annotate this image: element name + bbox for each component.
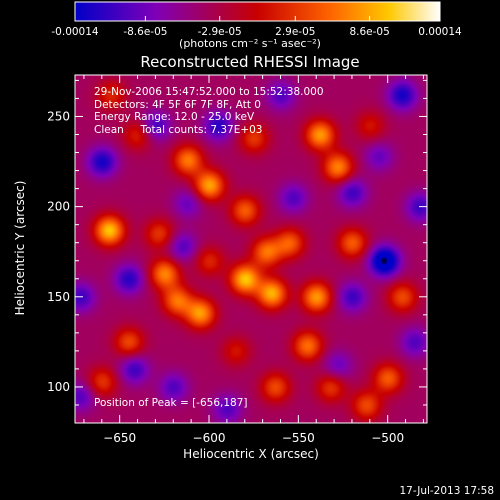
colorbar-tick-label: 2.9e-05 (275, 26, 315, 38)
colorbar-gradient (74, 1, 441, 22)
colorbar-tick-label: -8.6e-05 (123, 26, 167, 38)
footer-timestamp: 17-Jul-2013 17:58 (399, 485, 494, 497)
heatmap-image (75, 75, 427, 423)
x-tick-label: −500 (371, 431, 404, 445)
annotation-detectors: Detectors: 4F 5F 6F 7F 8F, Att 0 (94, 98, 261, 111)
y-axis-label: Heliocentric Y (arcsec) (13, 180, 27, 316)
colorbar: -0.00014 -8.6e-05 -2.9e-05 2.9e-05 8.6e-05 0.… (51, 1, 462, 38)
y-tick-label: 100 (47, 380, 70, 394)
plot-frame (74, 74, 428, 424)
y-tick-label: 150 (47, 290, 70, 304)
colorbar-tick-label: 8.6e-05 (349, 26, 389, 38)
annotation-energy-range: Energy Range: 12.0 - 25.0 keV (94, 111, 255, 123)
colorbar-unit-label: (photons cm⁻² s⁻¹ asec⁻²) (179, 37, 321, 50)
y-tick-label: 200 (47, 200, 70, 214)
annotation-time-range: 29-Nov-2006 15:47:52.000 to 15:52:38.000 (94, 86, 324, 98)
x-tick-label: −550 (282, 431, 315, 445)
colorbar-tick-label: -2.9e-05 (198, 26, 242, 38)
colorbar-tick-label: 0.00014 (418, 26, 462, 38)
annotation-block: 29-Nov-2006 15:47:52.000 to 15:52:38.000… (94, 86, 324, 136)
colorbar-tick-label: -0.00014 (51, 26, 99, 38)
x-tick-label: −650 (103, 431, 136, 445)
x-axis-label: Heliocentric X (arcsec) (183, 447, 319, 461)
x-tick-label: −600 (193, 431, 226, 445)
y-tick-label: 250 (47, 109, 70, 123)
annotation-counts: Clean Total counts: 7.37E+03 (94, 123, 263, 136)
chart-title: Reconstructed RHESSI Image (140, 53, 360, 71)
peak-position-label: Position of Peak = [-656,187] (94, 397, 248, 409)
